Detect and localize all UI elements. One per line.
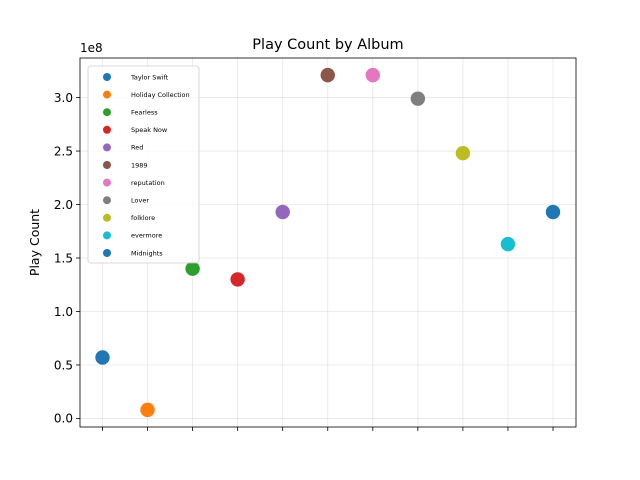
y-tick-label: 2.0	[54, 198, 73, 212]
legend-frame	[87, 65, 200, 264]
legend-marker	[103, 143, 111, 152]
chart-title: Play Count by Album	[252, 37, 403, 53]
legend-marker	[103, 90, 111, 99]
x-axis-ticks	[102, 427, 554, 431]
y-tick-label: 1.0	[54, 305, 73, 319]
legend-marker	[103, 178, 111, 187]
data-point	[230, 272, 245, 287]
legend-label: Taylor Swift	[130, 73, 169, 81]
legend-marker	[103, 196, 111, 205]
legend-marker	[103, 231, 111, 240]
y-tick-label: 1.5	[54, 251, 73, 265]
y-tick-label: 2.5	[54, 144, 73, 158]
y-axis-ticks: 0.0 0.5 1.0 1.5 2.0 2.5 3.0	[54, 91, 80, 426]
legend-label: 1989	[131, 161, 148, 169]
data-point	[410, 91, 426, 106]
data-point	[455, 145, 471, 161]
legend-marker	[103, 73, 111, 81]
y-axis-label: Play Count	[27, 209, 42, 276]
data-point	[365, 67, 380, 83]
legend-label: Speak Now	[131, 126, 168, 134]
data-point	[275, 204, 290, 220]
legend-label: Fearless	[131, 109, 158, 117]
y-tick-label: 0.0	[54, 412, 73, 426]
legend-label: Lover	[131, 197, 149, 205]
y-axis-offset-label: 1e8	[80, 41, 103, 55]
data-points	[95, 67, 561, 418]
legend-marker	[103, 161, 111, 169]
legend-marker	[103, 108, 111, 117]
legend: Taylor Swift Holiday Collection Fearless Sp…	[87, 65, 200, 264]
data-point	[545, 204, 561, 220]
data-point	[140, 402, 155, 418]
legend-label: reputation	[131, 179, 165, 187]
data-point	[95, 350, 110, 365]
legend-label: folklore	[131, 214, 155, 222]
legend-label: Red	[131, 144, 143, 152]
data-point	[320, 67, 335, 83]
data-point	[185, 261, 200, 276]
legend-label: Midnights	[131, 249, 163, 257]
legend-marker	[103, 125, 111, 134]
legend-marker	[103, 249, 111, 257]
data-point	[500, 236, 516, 252]
y-tick-label: 0.5	[54, 358, 73, 372]
legend-marker	[103, 213, 111, 222]
legend-label: Holiday Collection	[131, 91, 190, 99]
legend-label: evermore	[131, 232, 162, 240]
y-tick-label: 3.0	[54, 91, 73, 105]
